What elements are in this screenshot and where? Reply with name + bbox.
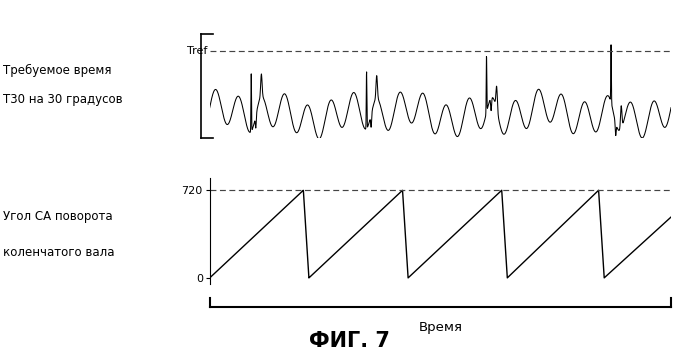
Text: Угол СА поворота: Угол СА поворота xyxy=(3,211,113,223)
Text: коленчатого вала: коленчатого вала xyxy=(3,246,115,259)
Text: Требуемое время: Требуемое время xyxy=(3,64,112,77)
Text: Tref: Tref xyxy=(187,46,208,56)
Text: Т30 на 30 градусов: Т30 на 30 градусов xyxy=(3,93,123,105)
Text: ФИГ. 7: ФИГ. 7 xyxy=(309,332,390,351)
Text: Время: Время xyxy=(419,321,462,334)
